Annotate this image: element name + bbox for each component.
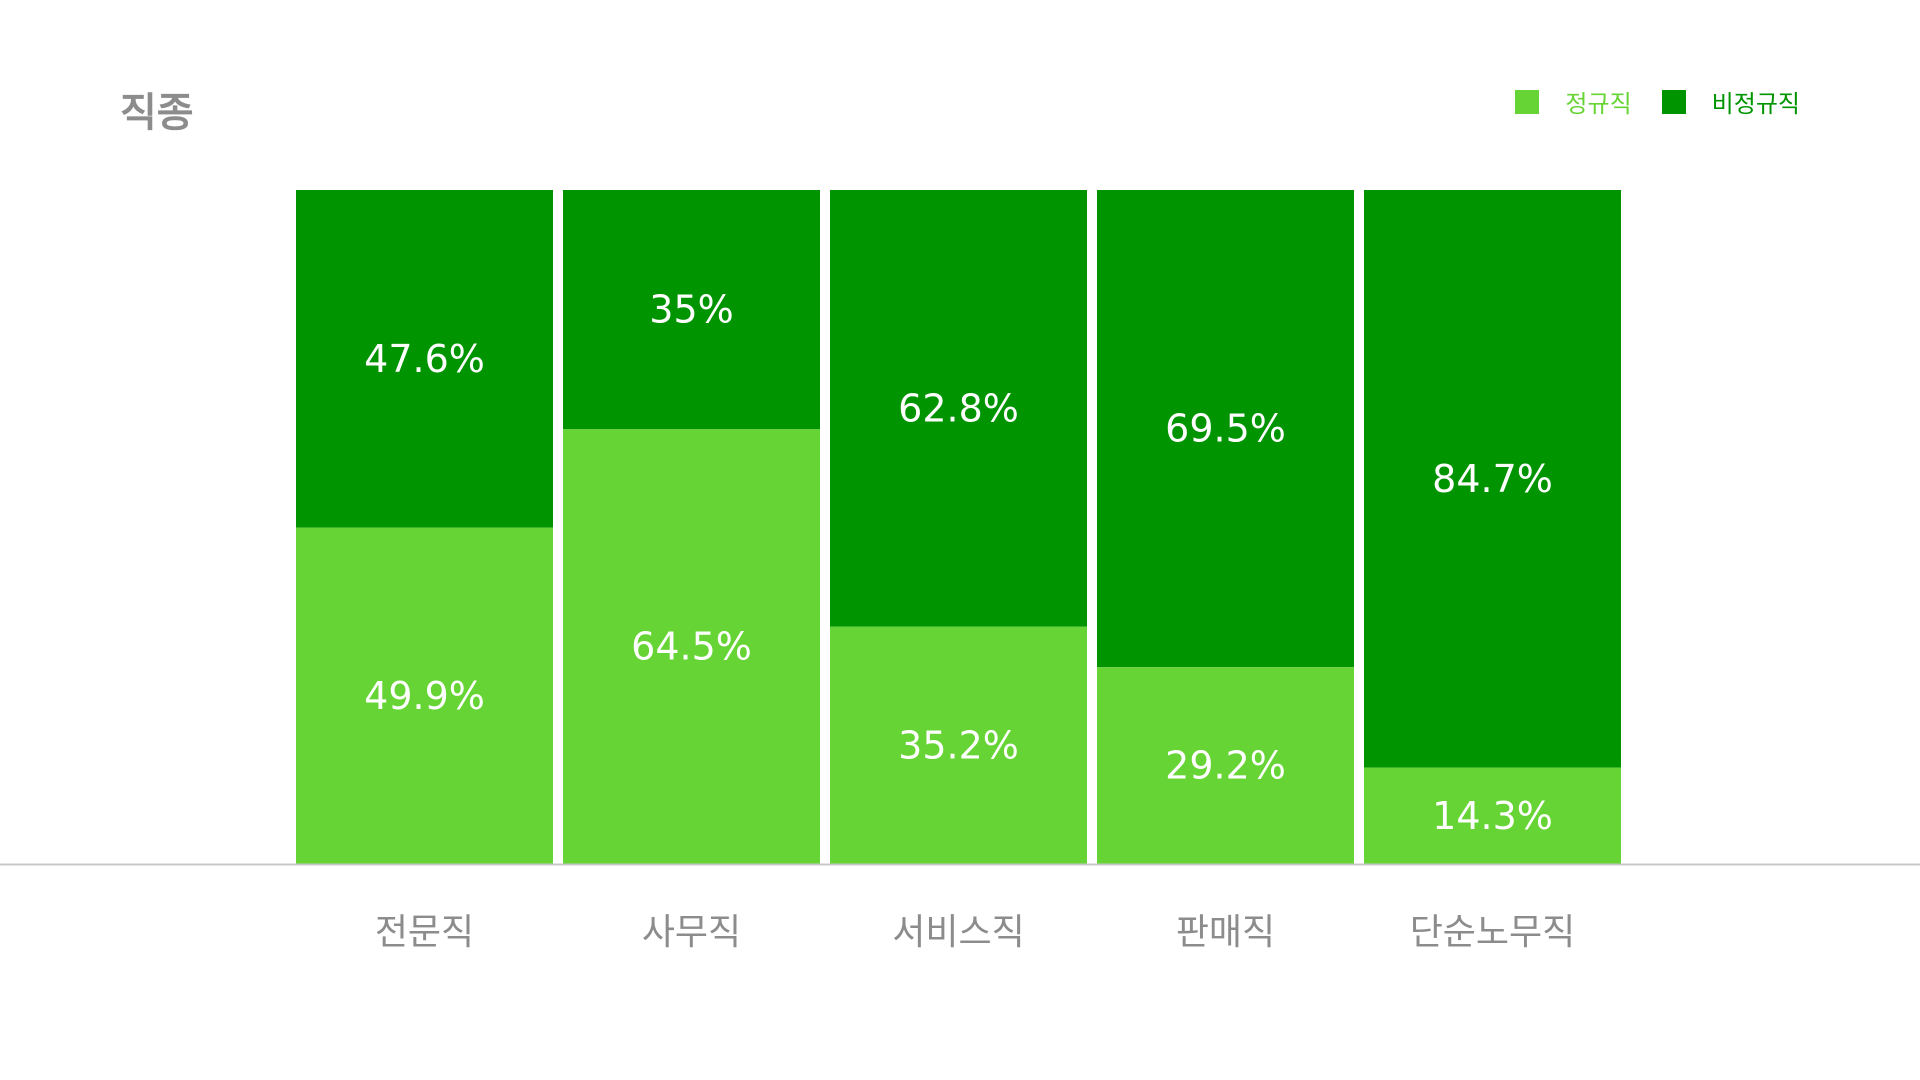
bar-regular-0 <box>296 527 553 864</box>
value-label-regular-3: 29.2% <box>1165 744 1286 788</box>
bar-nonregular-1 <box>563 190 820 430</box>
value-label-regular-4: 14.3% <box>1432 794 1553 838</box>
category-label-4: 단순노무직 <box>1410 912 1576 953</box>
bar-nonregular-3 <box>1097 190 1354 668</box>
bar-regular-3 <box>1097 667 1354 864</box>
category-label-2: 서비스직 <box>892 912 1024 953</box>
category-label-0: 전문직 <box>375 912 474 953</box>
value-label-nonregular-2: 62.8% <box>898 386 1019 430</box>
chart-title: 직종 <box>120 90 194 136</box>
legend-label-regular: 정규직 <box>1565 90 1632 118</box>
bar-regular-2 <box>830 626 1087 864</box>
value-label-regular-1: 64.5% <box>631 625 752 669</box>
legend: 정규직 비정규직 <box>1515 84 1800 119</box>
bar-regular-4 <box>1364 767 1621 864</box>
legend-item-regular: 정규직 <box>1515 84 1632 119</box>
value-label-nonregular-3: 69.5% <box>1165 407 1286 451</box>
bar-nonregular-0 <box>296 190 553 528</box>
legend-label-nonregular: 비정규직 <box>1711 90 1800 118</box>
bar-nonregular-2 <box>830 190 1087 627</box>
category-label-1: 사무직 <box>642 912 741 953</box>
value-label-nonregular-0: 47.6% <box>364 337 485 381</box>
legend-swatch-regular <box>1515 89 1540 114</box>
bar-nonregular-4 <box>1364 190 1621 768</box>
value-label-regular-0: 49.9% <box>364 674 485 718</box>
value-label-nonregular-1: 35% <box>649 288 733 332</box>
legend-swatch-nonregular <box>1661 89 1686 114</box>
category-label-3: 판매직 <box>1176 912 1275 953</box>
value-label-regular-2: 35.2% <box>898 723 1019 767</box>
legend-item-nonregular: 비정규직 <box>1661 84 1800 119</box>
value-label-nonregular-4: 84.7% <box>1432 457 1553 501</box>
bar-regular-1 <box>563 429 820 864</box>
